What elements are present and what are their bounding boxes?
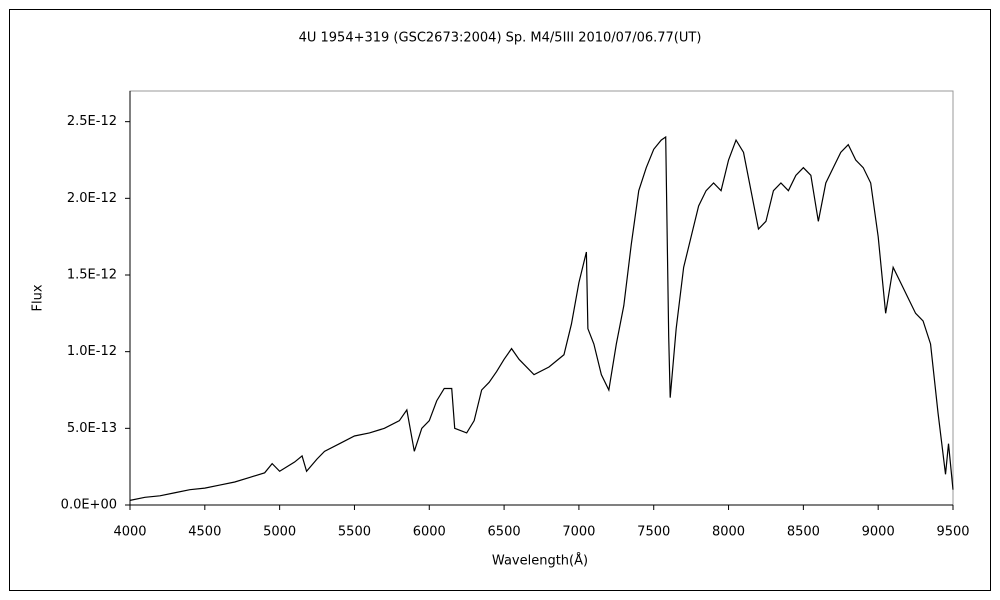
x-tick-label: 6000 xyxy=(413,525,446,540)
x-tick-label: 7500 xyxy=(637,525,670,540)
y-axis-label: Flux xyxy=(31,284,46,311)
x-tick-label: 4000 xyxy=(113,525,146,540)
x-tick-label: 4500 xyxy=(188,525,221,540)
x-tick-label: 8000 xyxy=(712,525,745,540)
chart-border xyxy=(9,9,991,591)
x-tick-label: 9500 xyxy=(936,525,969,540)
chart-title: 4U 1954+319 (GSC2673:2004) Sp. M4/5III 2… xyxy=(299,31,702,46)
x-tick-label: 8500 xyxy=(787,525,820,540)
x-tick-label: 5000 xyxy=(263,525,296,540)
y-tick-label: 5.0E-13 xyxy=(67,421,117,436)
x-axis-label: Wavelength(Å) xyxy=(492,553,588,569)
y-tick-label: 1.5E-12 xyxy=(67,268,117,283)
x-tick-label: 6500 xyxy=(488,525,521,540)
x-tick-label: 7000 xyxy=(562,525,595,540)
y-tick-label: 2.5E-12 xyxy=(67,114,117,129)
y-tick-label: 0.0E+00 xyxy=(61,498,117,513)
y-tick-label: 2.0E-12 xyxy=(67,191,117,206)
x-tick-label: 5500 xyxy=(338,525,371,540)
x-tick-label: 9000 xyxy=(862,525,895,540)
spectrum-line xyxy=(129,135,954,501)
y-tick-label: 1.0E-12 xyxy=(67,344,117,359)
